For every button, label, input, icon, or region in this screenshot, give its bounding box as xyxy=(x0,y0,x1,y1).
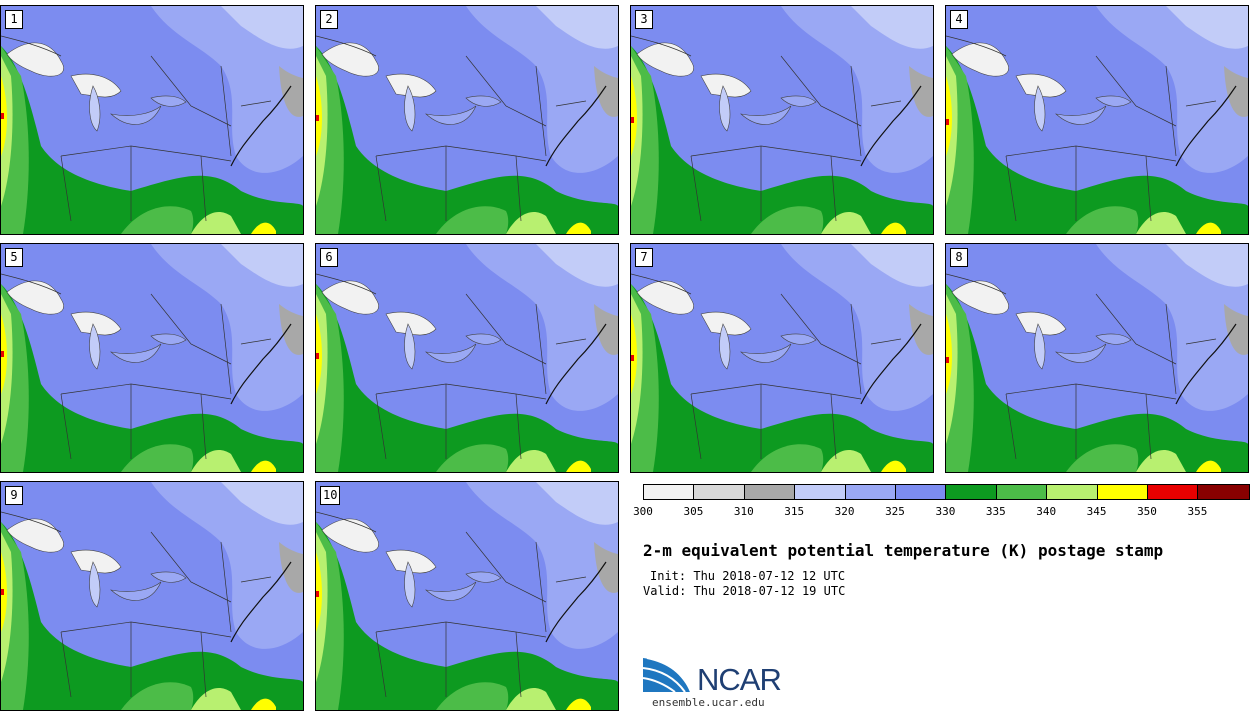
member-map-6: 6 xyxy=(315,243,619,473)
theta-e-map-icon xyxy=(631,244,933,472)
member-map-10: 10 xyxy=(315,481,619,711)
theta-e-map-icon xyxy=(1,482,303,710)
colorbar-bin-330 xyxy=(946,485,997,499)
colorbar-tick-label: 335 xyxy=(985,505,1006,518)
ncar-wordmark: NCAR xyxy=(697,662,782,697)
ncar-logo: NCAR ensemble.ucar.edu xyxy=(643,654,793,710)
theta-e-map-icon xyxy=(946,244,1248,472)
member-label: 4 xyxy=(950,10,968,29)
colorbar-tick-label: 325 xyxy=(885,505,905,518)
theta-e-map-icon xyxy=(946,6,1248,234)
colorbar-tick-label: 340 xyxy=(1036,505,1057,518)
member-label: 8 xyxy=(950,248,968,267)
colorbar-bins xyxy=(643,484,1250,500)
colorbar-bin-350 xyxy=(1147,485,1199,499)
member-map-8: 8 xyxy=(945,243,1249,473)
colorbar-bin-305 xyxy=(694,485,745,499)
colorbar-bin-355 xyxy=(1198,485,1249,499)
member-map-7: 7 xyxy=(630,243,934,473)
member-map-1: 1 xyxy=(0,5,304,235)
init-time: Init: Thu 2018-07-12 12 UTC xyxy=(650,569,846,583)
member-map-2: 2 xyxy=(315,5,619,235)
colorbar-bin-315 xyxy=(795,485,846,499)
ncar-swoosh-icon xyxy=(643,657,692,693)
colorbar-bin-345 xyxy=(1097,485,1148,499)
colorbar-tick-label: 315 xyxy=(784,505,805,518)
member-map-3: 3 xyxy=(630,5,934,235)
colorbar-tick-label: 330 xyxy=(935,505,956,518)
member-map-9: 9 xyxy=(0,481,304,711)
colorbar-tick-label: 305 xyxy=(683,505,704,518)
theta-e-map-icon xyxy=(316,482,618,710)
member-label: 3 xyxy=(635,10,653,29)
member-label: 6 xyxy=(320,248,338,267)
member-label: 5 xyxy=(5,248,23,267)
theta-e-map-icon xyxy=(631,6,933,234)
theta-e-map-icon xyxy=(1,6,303,234)
member-label: 10 xyxy=(320,486,341,505)
colorbar-tick-label: 320 xyxy=(834,505,855,518)
colorbar-tick-label: 310 xyxy=(733,505,754,518)
colorbar-tick-label: 355 xyxy=(1187,505,1208,518)
colorbar-bin-320 xyxy=(845,485,896,499)
colorbar-tick-label: 345 xyxy=(1086,505,1107,518)
theta-e-map-icon xyxy=(1,244,303,472)
member-label: 7 xyxy=(635,248,653,267)
member-label: 2 xyxy=(320,10,338,29)
colorbar-bin-325 xyxy=(895,485,947,499)
colorbar-bin-335 xyxy=(996,485,1048,499)
logo-url: ensemble.ucar.edu xyxy=(652,696,765,709)
colorbar-bin-340 xyxy=(1047,485,1098,499)
chart-title: 2-m equivalent potential temperature (K)… xyxy=(643,541,1164,560)
colorbar-tick-label: 300 xyxy=(633,505,653,518)
member-label: 9 xyxy=(5,486,23,505)
theta-e-map-icon xyxy=(316,6,618,234)
member-map-4: 4 xyxy=(945,5,1249,235)
colorbar-bin-300 xyxy=(644,485,695,499)
colorbar-legend: 300 305 310 315 320 325 330 335 340 345 350 355 xyxy=(633,484,1250,520)
theta-e-map-icon xyxy=(316,244,618,472)
colorbar-bin-310 xyxy=(744,485,796,499)
member-label: 1 xyxy=(5,10,23,29)
colorbar-tick-label: 350 xyxy=(1137,505,1157,518)
member-map-5: 5 xyxy=(0,243,304,473)
valid-time: Valid: Thu 2018-07-12 19 UTC xyxy=(643,584,846,598)
